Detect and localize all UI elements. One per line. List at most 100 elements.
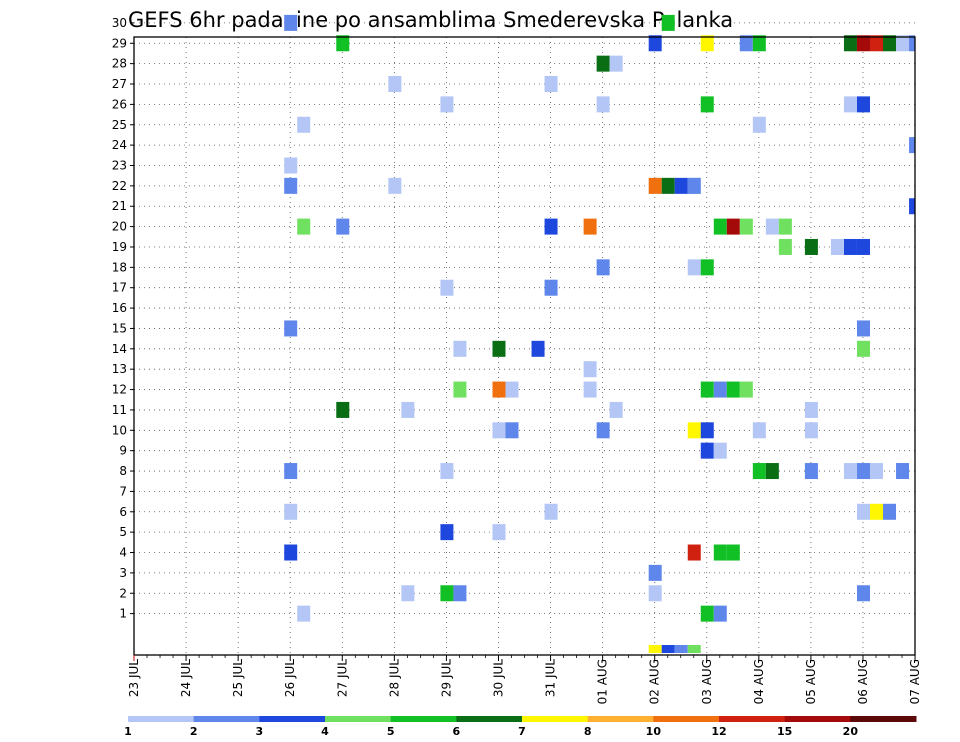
x-tick-label: 31 JUL — [544, 659, 558, 697]
x-tick-label: 07 AUG — [908, 659, 922, 704]
y-axis: 1234567891011121314151617181920212223242… — [112, 16, 134, 621]
heatmap-cell — [297, 218, 311, 235]
colorbar-label: 5 — [387, 725, 395, 738]
heatmap-cell — [453, 381, 467, 398]
heatmap-cell — [440, 96, 454, 113]
x-tick-label: 06 AUG — [856, 659, 870, 704]
heatmap-cell — [440, 463, 454, 480]
heatmap-cell — [388, 177, 402, 194]
heatmap-cell — [869, 503, 883, 520]
heatmap-cell — [713, 218, 727, 235]
x-tick-label: 27 JUL — [335, 659, 349, 697]
colorbar-label: 6 — [453, 725, 461, 738]
heatmap-cell — [883, 35, 897, 52]
heatmap-cell — [284, 320, 298, 337]
heatmap-cell — [648, 585, 662, 602]
heatmap-cell — [453, 340, 467, 357]
heatmap-cell — [544, 279, 558, 296]
heatmap-cell — [440, 524, 454, 541]
colorbar-label: 2 — [190, 725, 198, 738]
y-tick-label: 9 — [119, 444, 127, 458]
heatmap-cell — [284, 177, 298, 194]
y-tick-label: 11 — [112, 403, 127, 417]
colorbar-segment — [325, 716, 392, 722]
heatmap-cell — [726, 381, 740, 398]
heatmap-cell — [856, 585, 870, 602]
heatmap-cell — [687, 544, 701, 561]
heatmap-cell — [609, 55, 623, 72]
heatmap-cell — [687, 177, 701, 194]
x-tick-label: 24 JUL — [179, 659, 193, 697]
heatmap-cell — [883, 503, 897, 520]
y-tick-label: 8 — [119, 464, 127, 478]
heatmap-cell — [284, 544, 298, 561]
y-tick-label: 5 — [119, 525, 127, 539]
y-tick-label: 18 — [112, 260, 127, 274]
y-tick-label: 21 — [112, 199, 127, 213]
heatmap-cell — [843, 35, 857, 52]
y-tick-label: 19 — [112, 240, 127, 254]
heatmap-cell — [896, 463, 910, 480]
x-tick-label: 26 JUL — [283, 659, 297, 697]
y-tick-label: 14 — [112, 342, 127, 356]
colorbar-segment — [193, 716, 260, 722]
heatmap-cell — [492, 422, 506, 439]
heatmap-cell — [544, 503, 558, 520]
y-tick-label: 6 — [119, 505, 127, 519]
heatmap-cell — [700, 259, 714, 276]
heatmap-cell — [856, 503, 870, 520]
x-tick-label: 30 JUL — [491, 659, 505, 697]
colorbar-segment — [128, 716, 195, 722]
y-tick-label: 7 — [119, 484, 127, 498]
y-tick-label: 29 — [112, 36, 127, 50]
x-tick-label: 03 AUG — [700, 659, 714, 704]
heatmap-cell — [297, 116, 311, 133]
heatmap-cell — [726, 544, 740, 561]
heatmap-cell — [752, 422, 766, 439]
heatmap-cell — [531, 340, 545, 357]
x-tick-label: 28 JUL — [387, 659, 401, 697]
heatmap-cell — [804, 463, 818, 480]
colorbar-label: 8 — [584, 725, 592, 738]
heatmap-cell — [687, 422, 701, 439]
heatmap-cell — [544, 218, 558, 235]
heatmap-cell — [804, 238, 818, 255]
colorbar-label: 3 — [256, 725, 264, 738]
heatmap-cell — [648, 177, 662, 194]
heatmap-cell — [492, 524, 506, 541]
heatmap-cell — [856, 238, 870, 255]
y-tick-label: 15 — [112, 321, 127, 335]
y-tick-label: 3 — [119, 566, 127, 580]
heatmap-cell — [765, 218, 779, 235]
plot-frame — [133, 36, 916, 656]
x-tick-label: 25 JUL — [231, 659, 245, 697]
heatmap-cell — [583, 218, 597, 235]
heatmap-cell — [284, 503, 298, 520]
y-tick-label: 10 — [112, 423, 127, 437]
y-tick-label: 16 — [112, 301, 127, 315]
heatmap-cell — [505, 422, 519, 439]
heatmap-cell — [739, 218, 753, 235]
heatmap-cell — [674, 645, 688, 653]
heatmap-cell — [700, 96, 714, 113]
x-tick-label: 04 AUG — [752, 659, 766, 704]
heatmap-cell — [765, 463, 779, 480]
colorbar-label: 20 — [843, 725, 859, 738]
x-tick-label: 05 AUG — [804, 659, 818, 704]
heatmap-cell — [778, 218, 792, 235]
heatmap-cell — [700, 605, 714, 622]
y-tick-label: 22 — [112, 179, 127, 193]
y-tick-label: 26 — [112, 97, 127, 111]
heatmap-cell — [648, 645, 662, 653]
heatmap-cell — [453, 585, 467, 602]
heatmap-cell — [687, 259, 701, 276]
heatmap-cell — [505, 381, 519, 398]
heatmap-cell — [909, 198, 915, 215]
heatmap-cell — [648, 564, 662, 581]
heatmap-cell — [830, 238, 844, 255]
y-tick-label: 30 — [112, 16, 127, 30]
heatmap-cell — [661, 177, 675, 194]
colorbar-segment — [522, 716, 589, 722]
heatmap-cell — [869, 35, 883, 52]
